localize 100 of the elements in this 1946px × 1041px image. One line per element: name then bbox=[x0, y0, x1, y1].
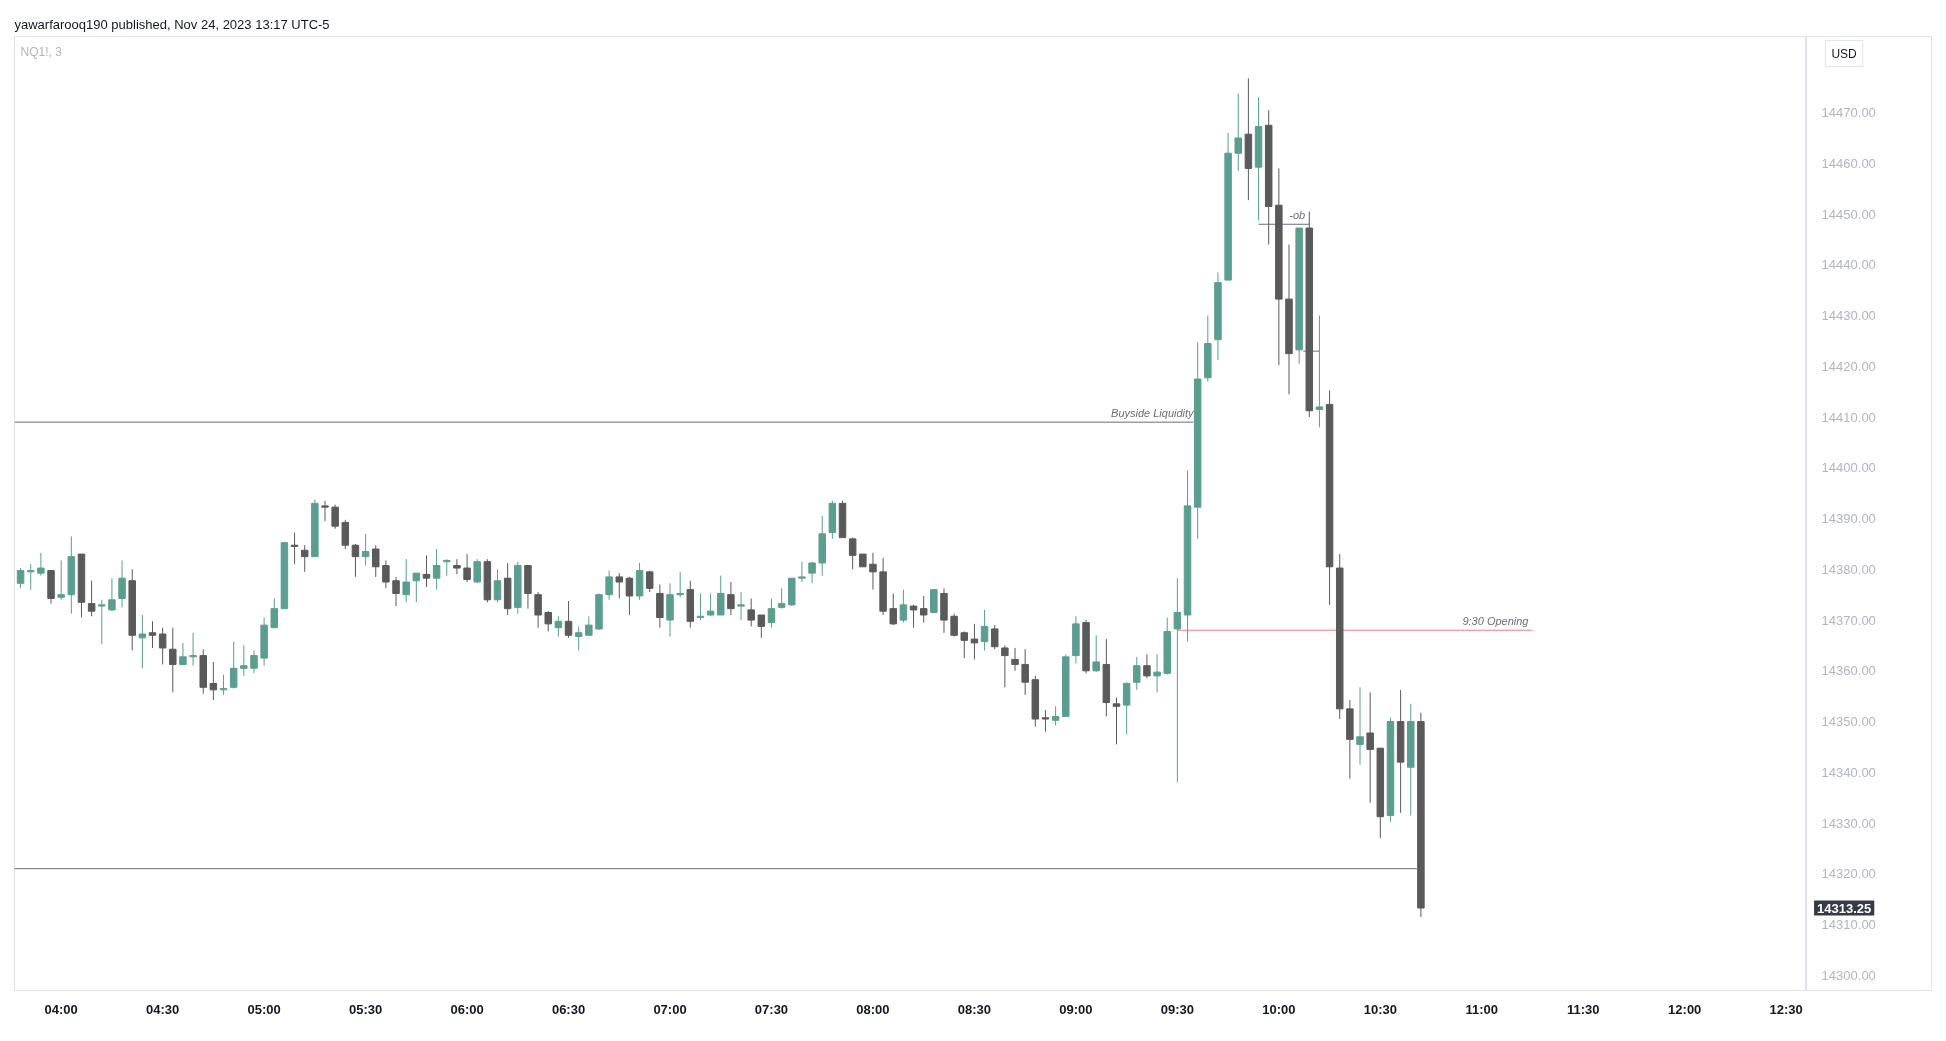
candlestick bbox=[585, 615, 593, 636]
candlestick bbox=[1173, 577, 1182, 783]
candlestick bbox=[625, 576, 634, 616]
candlestick bbox=[493, 568, 502, 603]
candlestick bbox=[138, 614, 147, 669]
candlestick bbox=[189, 632, 197, 667]
x-tick-label: 10:30 bbox=[1363, 1001, 1397, 1017]
y-tick-label: 14360.00 bbox=[1821, 663, 1876, 679]
candlestick bbox=[970, 623, 979, 660]
candlestick bbox=[371, 544, 380, 578]
candlestick bbox=[554, 615, 563, 638]
y-tick-label: 14370.00 bbox=[1821, 612, 1876, 628]
candlestick bbox=[1001, 644, 1009, 688]
candlestick bbox=[605, 570, 613, 601]
candlestick bbox=[57, 559, 65, 601]
candlestick bbox=[341, 519, 350, 550]
annotation: 9:30 Opening bbox=[1462, 615, 1530, 628]
y-tick-label: 14410.00 bbox=[1821, 409, 1876, 425]
candlestick bbox=[869, 552, 877, 591]
candlestick bbox=[950, 613, 958, 638]
candlestick bbox=[1092, 634, 1100, 673]
candlestick bbox=[544, 610, 552, 632]
y-tick-label: 14390.00 bbox=[1821, 511, 1876, 527]
y-tick-label: 14300.00 bbox=[1821, 967, 1876, 983]
candlestick bbox=[169, 627, 177, 693]
x-tick-label: 07:00 bbox=[653, 1001, 687, 1017]
x-tick-label: 12:30 bbox=[1769, 1001, 1803, 1017]
candlestick bbox=[990, 624, 999, 650]
y-tick-label: 14470.00 bbox=[1821, 105, 1876, 121]
candlestick bbox=[229, 641, 238, 690]
candlestick bbox=[798, 561, 806, 583]
candlestick bbox=[899, 589, 908, 624]
candlestick bbox=[382, 559, 390, 589]
x-tick-label: 07:30 bbox=[754, 1001, 789, 1017]
x-tick-label: 05:30 bbox=[348, 1001, 383, 1017]
candlestick bbox=[615, 572, 624, 599]
candlestick bbox=[1234, 93, 1242, 172]
candlestick bbox=[777, 587, 786, 610]
x-tick-label: 05:00 bbox=[247, 1001, 281, 1017]
candlestick bbox=[747, 598, 755, 627]
candlestick bbox=[361, 533, 370, 567]
candlestick bbox=[1021, 648, 1029, 696]
y-tick-label: 14330.00 bbox=[1821, 815, 1876, 831]
y-tick-label: 14340.00 bbox=[1821, 764, 1876, 780]
candlestick bbox=[87, 580, 96, 617]
candlestick bbox=[757, 614, 766, 639]
candlestick bbox=[1315, 315, 1324, 428]
candlestick bbox=[1143, 653, 1151, 679]
x-tick-label: 11:30 bbox=[1567, 1001, 1600, 1017]
y-tick-label: 14310.00 bbox=[1821, 917, 1876, 933]
candlestick bbox=[422, 554, 431, 588]
x-tick-label: 10:00 bbox=[1262, 1001, 1296, 1017]
x-tick-label: 09:30 bbox=[1160, 1001, 1194, 1017]
candlestick bbox=[300, 544, 309, 573]
annotation: -ob bbox=[1289, 209, 1306, 222]
candlestick bbox=[534, 591, 542, 629]
candlestick bbox=[331, 504, 339, 530]
x-tick-label: 11:00 bbox=[1465, 1001, 1499, 1017]
candlestick bbox=[351, 543, 360, 578]
y-tick-label: 14460.00 bbox=[1821, 155, 1876, 171]
candlestick bbox=[1122, 681, 1131, 735]
candlestick bbox=[463, 553, 471, 583]
candlestick bbox=[1112, 696, 1121, 745]
candlestick bbox=[453, 558, 461, 575]
candlestick bbox=[737, 591, 745, 621]
candlestick bbox=[919, 595, 928, 624]
candlestick bbox=[980, 609, 989, 652]
candlestick bbox=[118, 559, 126, 608]
candlestick bbox=[402, 558, 410, 603]
candlestick bbox=[473, 558, 481, 584]
y-tick-label: 14320.00 bbox=[1821, 866, 1876, 882]
x-tick-label: 12:00 bbox=[1668, 1001, 1702, 1017]
candlestick bbox=[209, 661, 218, 701]
candlestick bbox=[676, 571, 684, 598]
x-tick-label: 09:00 bbox=[1059, 1001, 1093, 1017]
candlestick bbox=[26, 563, 35, 591]
y-tick-label: 14440.00 bbox=[1821, 257, 1876, 273]
y-tick-label: 14380.00 bbox=[1821, 561, 1876, 577]
candlestick bbox=[727, 581, 735, 616]
candlestick bbox=[432, 548, 441, 591]
candlestick bbox=[98, 599, 106, 645]
candlestick bbox=[1153, 653, 1161, 693]
candlestick bbox=[564, 600, 573, 639]
x-tick-label: 04:00 bbox=[44, 1001, 78, 1017]
annotation: Buyside Liquidity bbox=[1111, 407, 1196, 420]
chart-title: yawarfarooq190 published, Nov 24, 2023 13:17 UTC-5 bbox=[14, 16, 330, 32]
candlestick bbox=[848, 537, 857, 570]
candlestick bbox=[148, 620, 157, 649]
candlestick bbox=[108, 577, 116, 612]
candlestick bbox=[179, 642, 187, 665]
candlestick bbox=[1041, 709, 1050, 733]
candlestick bbox=[1366, 691, 1374, 804]
y-tick-label: 14350.00 bbox=[1821, 714, 1876, 730]
x-tick-label: 08:30 bbox=[957, 1001, 992, 1017]
text: NQ1!, 3 bbox=[20, 44, 63, 59]
candlestick bbox=[158, 627, 167, 665]
candlestick bbox=[960, 630, 969, 659]
candlestick bbox=[717, 575, 725, 616]
text: 14313.25 bbox=[1817, 900, 1872, 916]
candlestick bbox=[250, 650, 258, 674]
